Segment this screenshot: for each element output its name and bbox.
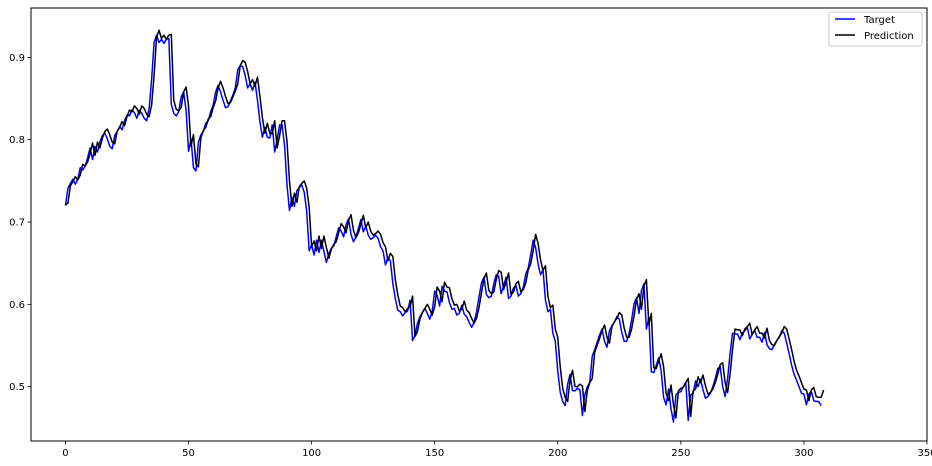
y-tick-label: 0.6 — [9, 300, 25, 311]
x-tick-label: 250 — [671, 448, 690, 459]
x-axis: 0 50 100 150 200 250 300 350 — [62, 441, 932, 459]
x-tick-label: 100 — [302, 448, 321, 459]
y-tick-label: 0.5 — [9, 382, 25, 393]
series-line-prediction — [65, 29, 825, 419]
legend-label-prediction: Prediction — [864, 31, 914, 42]
y-tick-label: 0.9 — [9, 53, 25, 64]
x-tick-label: 50 — [182, 448, 195, 459]
legend-box — [828, 11, 923, 47]
series-layer — [64, 29, 825, 423]
legend-label-target: Target — [863, 15, 895, 26]
x-tick-label: 200 — [548, 448, 567, 459]
x-tick-label: 150 — [425, 448, 444, 459]
y-tick-label: 0.7 — [9, 218, 25, 229]
plot-area — [30, 7, 928, 442]
y-tick-label: 0.8 — [9, 135, 25, 146]
x-tick-label: 0 — [62, 448, 68, 459]
x-tick-label: 300 — [794, 448, 813, 459]
legend: Target Prediction — [828, 11, 923, 47]
x-tick-label: 350 — [917, 448, 932, 459]
y-axis: 0.5 0.6 0.7 0.8 0.9 — [9, 53, 31, 393]
